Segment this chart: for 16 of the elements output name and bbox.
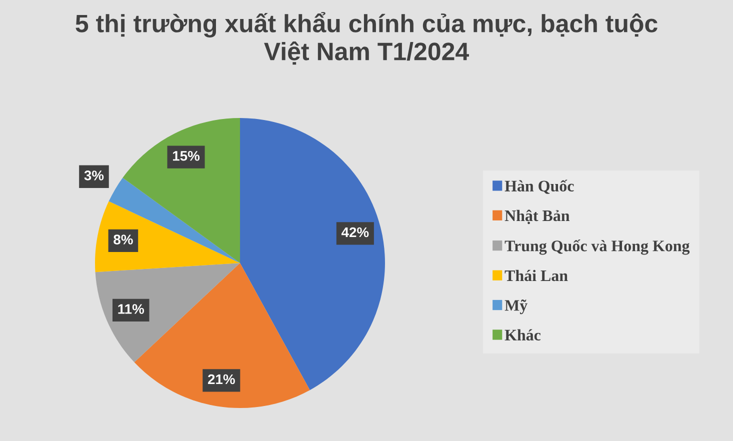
data-label: 3% — [84, 170, 104, 180]
pie-slice — [95, 263, 240, 362]
data-label: 11% — [118, 304, 144, 314]
data-label: 15% — [172, 150, 200, 161]
legend-label: Thái Lan — [504, 270, 568, 282]
legend-label: Trung Quốc và Hong Kong — [504, 240, 690, 255]
data-label: 42% — [341, 227, 369, 238]
legend-label: Hàn Quốc — [504, 180, 574, 194]
data-label: 8% — [114, 234, 133, 244]
pie-slice — [108, 178, 240, 263]
pie-slice — [240, 118, 385, 390]
legend-label: Nhật Bản — [504, 210, 570, 224]
legend-label: Mỹ — [504, 300, 528, 314]
chart-title: 5 thị trường xuất khẩu chính của mực, bạch tuộc Việt Nam T1/2024 — [76, 12, 658, 65]
legend-label: Khác — [504, 329, 541, 341]
data-label: 21% — [208, 374, 235, 384]
